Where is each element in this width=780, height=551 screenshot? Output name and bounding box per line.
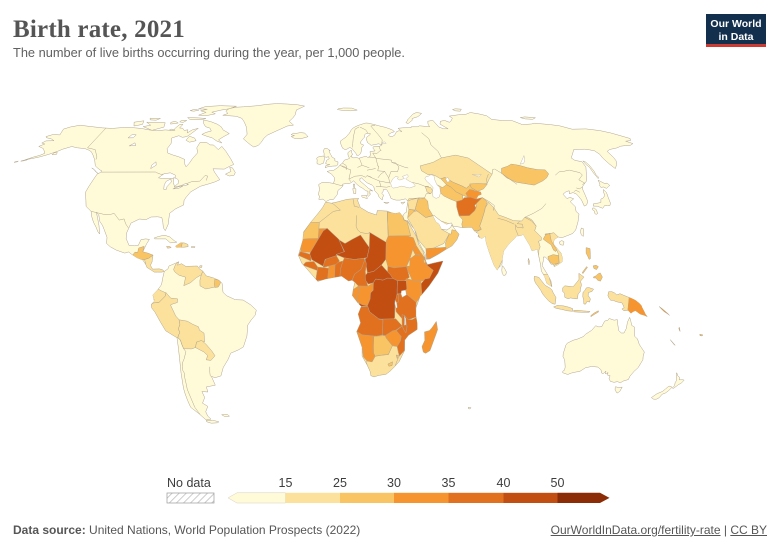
svg-text:25: 25 [333,476,347,490]
svg-text:15: 15 [279,476,293,490]
svg-text:40: 40 [497,476,511,490]
svg-text:50: 50 [551,476,565,490]
svg-text:30: 30 [387,476,401,490]
svg-text:35: 35 [442,476,456,490]
svg-text:No data: No data [167,476,211,490]
